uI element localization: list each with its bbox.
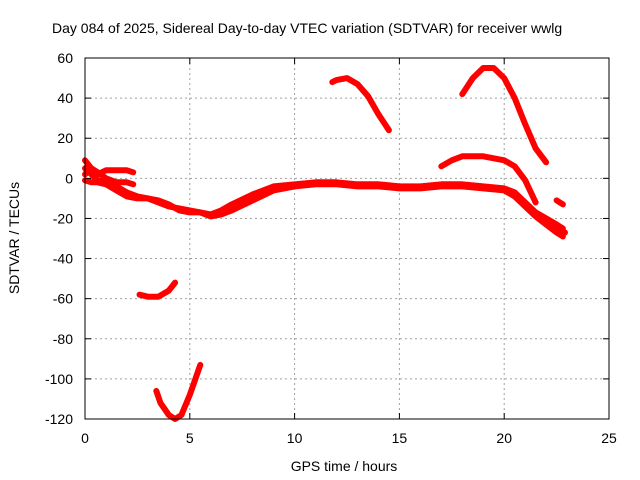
series-line-s11 (153, 361, 204, 422)
grid (85, 58, 609, 419)
series-line-s8 (329, 75, 392, 134)
series-line-s9 (459, 65, 550, 166)
y-tick-label: -60 (53, 291, 73, 307)
y-tick-label: 40 (57, 90, 73, 106)
x-tick-label: 10 (287, 430, 303, 446)
x-tick-label: 0 (81, 430, 89, 446)
y-axis-label: SDTVAR / TECUs (6, 182, 22, 294)
x-tick-label: 5 (186, 430, 194, 446)
chart-title: Day 084 of 2025, Sidereal Day-to-day VTE… (52, 20, 562, 36)
series-line-s2 (82, 177, 566, 240)
x-tick-label: 20 (496, 430, 512, 446)
plot-frame (84, 57, 610, 420)
y-tick-label: -120 (45, 411, 73, 427)
series-line-s4 (82, 165, 137, 188)
x-tick-label: 25 (601, 430, 617, 446)
axis-ticks: 0 5 10 15 20 25 -120 -100 -80 -60 -40 -20 0 20 40 60 (45, 50, 617, 446)
y-tick-label: 60 (57, 50, 73, 66)
series-line-s10 (136, 279, 179, 300)
x-axis-label: GPS time / hours (291, 458, 398, 474)
series-line-s7 (553, 197, 566, 208)
y-tick-label: -80 (53, 331, 73, 347)
series-line-s5 (438, 153, 539, 206)
series-line-s6 (532, 211, 568, 236)
x-tick-label: 15 (392, 430, 408, 446)
series-line-s1 (82, 165, 566, 232)
y-tick-label: 20 (57, 130, 73, 146)
y-tick-label: 0 (65, 170, 73, 186)
series-layer (82, 65, 568, 422)
y-tick-label: -40 (53, 251, 73, 267)
y-tick-label: -20 (53, 210, 73, 226)
y-tick-label: -100 (45, 371, 73, 387)
